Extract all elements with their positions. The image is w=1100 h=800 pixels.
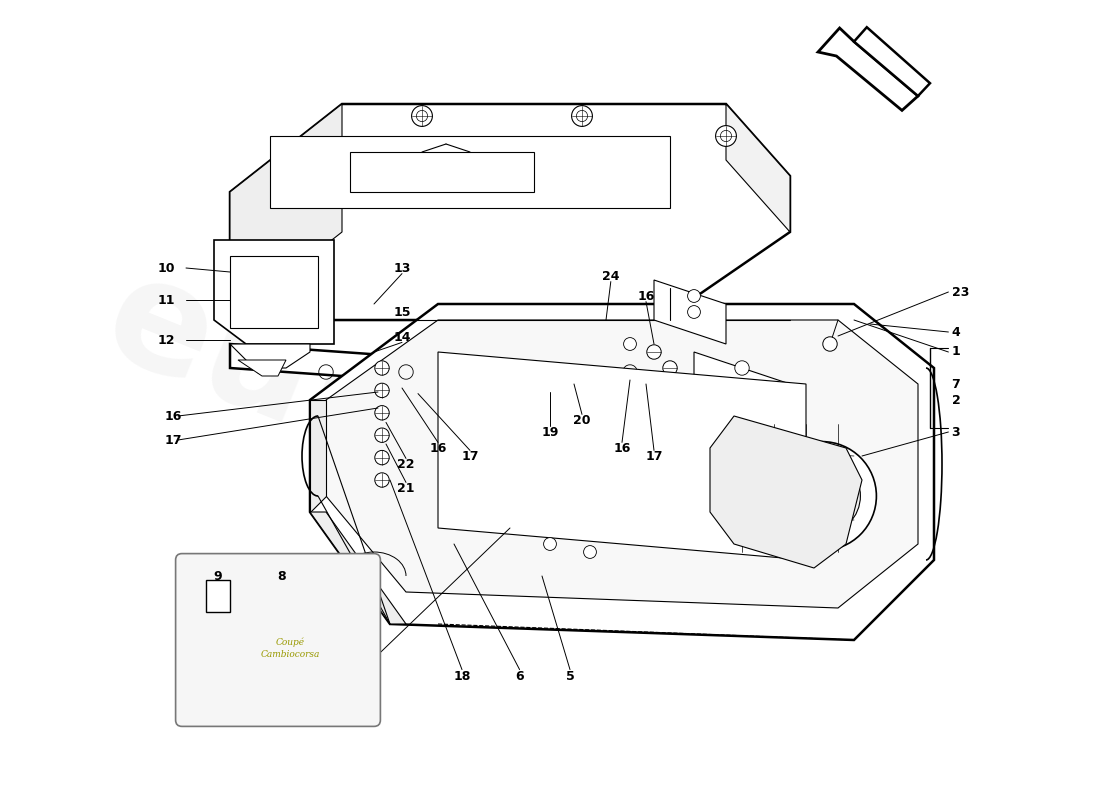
Text: passion for parts since 1985: passion for parts since 1985 <box>393 335 674 465</box>
Circle shape <box>375 406 389 420</box>
Polygon shape <box>818 28 918 110</box>
Polygon shape <box>654 280 726 344</box>
Text: 4: 4 <box>952 326 960 338</box>
Circle shape <box>543 538 557 550</box>
Circle shape <box>417 110 428 122</box>
Text: 6: 6 <box>515 670 524 682</box>
Text: Coupé
Cambiocorsa: Coupé Cambiocorsa <box>261 638 320 658</box>
Circle shape <box>823 337 837 351</box>
Circle shape <box>798 472 846 520</box>
Text: euro: euro <box>84 242 504 526</box>
Circle shape <box>572 106 593 126</box>
Polygon shape <box>270 136 670 208</box>
Text: 14: 14 <box>394 331 410 344</box>
Polygon shape <box>238 360 286 376</box>
Text: 3: 3 <box>952 426 960 438</box>
Text: 11: 11 <box>158 294 176 306</box>
Text: 16: 16 <box>614 442 630 454</box>
Text: 1: 1 <box>952 346 960 358</box>
Text: 17: 17 <box>461 450 478 462</box>
Circle shape <box>375 450 389 465</box>
Circle shape <box>647 345 661 359</box>
Circle shape <box>768 442 877 550</box>
Polygon shape <box>854 27 930 96</box>
Text: 19: 19 <box>541 426 559 438</box>
Circle shape <box>584 546 596 558</box>
Text: 9: 9 <box>213 570 222 582</box>
Polygon shape <box>438 352 806 560</box>
Text: 15: 15 <box>394 306 410 318</box>
Circle shape <box>735 417 749 431</box>
Text: 12: 12 <box>158 334 176 346</box>
Circle shape <box>375 428 389 442</box>
Text: 17: 17 <box>165 434 182 446</box>
Polygon shape <box>214 240 334 344</box>
Polygon shape <box>694 352 790 440</box>
Polygon shape <box>230 104 342 320</box>
Circle shape <box>688 306 701 318</box>
Circle shape <box>255 362 268 374</box>
Text: 16: 16 <box>165 410 182 422</box>
Polygon shape <box>350 152 534 192</box>
Circle shape <box>688 290 701 302</box>
Circle shape <box>663 361 678 375</box>
Text: spares: spares <box>376 312 803 568</box>
Polygon shape <box>326 320 918 608</box>
Text: 23: 23 <box>952 286 969 298</box>
FancyBboxPatch shape <box>176 554 381 726</box>
Polygon shape <box>230 104 790 320</box>
Circle shape <box>576 110 587 122</box>
Polygon shape <box>726 104 790 232</box>
Text: 17: 17 <box>646 450 662 462</box>
Text: 10: 10 <box>158 262 176 274</box>
Text: 20: 20 <box>573 414 591 426</box>
Polygon shape <box>710 416 862 568</box>
Circle shape <box>375 361 389 375</box>
Circle shape <box>411 106 432 126</box>
Text: 16: 16 <box>637 290 654 302</box>
Polygon shape <box>230 344 310 368</box>
Polygon shape <box>230 344 790 408</box>
Circle shape <box>716 126 736 146</box>
Polygon shape <box>206 580 230 612</box>
Text: 24: 24 <box>602 270 619 282</box>
Polygon shape <box>310 304 934 640</box>
Polygon shape <box>230 256 318 328</box>
Circle shape <box>783 458 860 534</box>
Polygon shape <box>310 512 406 624</box>
Circle shape <box>375 383 389 398</box>
Text: 7: 7 <box>952 378 960 390</box>
Text: 22: 22 <box>397 458 415 470</box>
Text: 21: 21 <box>397 482 415 494</box>
Circle shape <box>624 338 637 350</box>
Text: 13: 13 <box>394 262 410 274</box>
Text: 8: 8 <box>277 570 286 582</box>
Polygon shape <box>470 360 590 424</box>
Circle shape <box>294 260 310 276</box>
Text: 16: 16 <box>429 442 447 454</box>
Circle shape <box>735 361 749 375</box>
Text: 5: 5 <box>565 670 574 682</box>
Polygon shape <box>310 400 326 512</box>
Text: 2: 2 <box>952 394 960 406</box>
Circle shape <box>375 473 389 487</box>
Circle shape <box>735 393 749 407</box>
Circle shape <box>294 288 310 304</box>
Circle shape <box>720 130 732 142</box>
Text: 18: 18 <box>453 670 471 682</box>
